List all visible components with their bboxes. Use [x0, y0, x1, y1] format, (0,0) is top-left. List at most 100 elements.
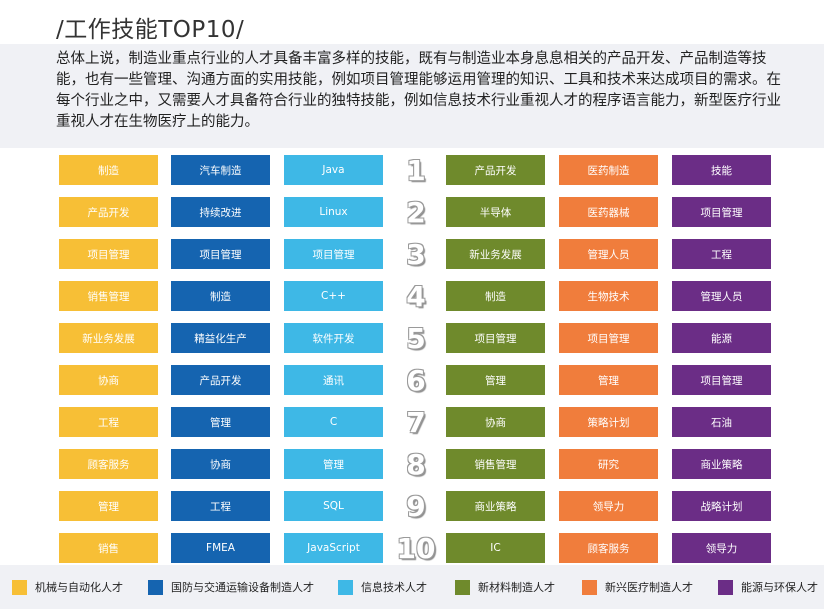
- legend-item-it: 信息技术人才: [338, 579, 427, 595]
- skill-cell: 新业务发展: [446, 239, 545, 269]
- skill-cell: 精益化生产: [171, 323, 270, 353]
- skill-cell: 通讯: [284, 365, 383, 395]
- skill-row: 新业务发展 精益化生产 软件开发 项目管理 项目管理 能源 5: [0, 321, 824, 355]
- legend-item-energy: 能源与环保人才: [718, 579, 818, 595]
- skill-cell: 策略计划: [559, 407, 658, 437]
- skill-row: 销售管理 制造 C++ 制造 生物技术 管理人员 4: [0, 279, 824, 313]
- legend-item-machinery: 机械与自动化人才: [12, 579, 123, 595]
- legend: 机械与自动化人才 国防与交通运输设备制造人才 信息技术人才 新材料制造人才 新兴…: [0, 565, 824, 609]
- skill-cell: C++: [284, 281, 383, 311]
- legend-item-defense: 国防与交通运输设备制造人才: [148, 579, 314, 595]
- skill-cell: 项目管理: [171, 239, 270, 269]
- skill-cell: JavaScript: [284, 533, 383, 563]
- skill-cell: 制造: [171, 281, 270, 311]
- skill-cell: 协商: [59, 365, 158, 395]
- skill-cell: 销售: [59, 533, 158, 563]
- skill-cell: 工程: [59, 407, 158, 437]
- skill-cell: 项目管理: [672, 365, 771, 395]
- legend-label: 能源与环保人才: [741, 581, 818, 594]
- skill-cell: 产品开发: [59, 197, 158, 227]
- skill-cell: 商业策略: [672, 449, 771, 479]
- skill-cell: 制造: [446, 281, 545, 311]
- skill-row: 产品开发 持续改进 Linux 半导体 医药器械 项目管理 2: [0, 195, 824, 229]
- skill-cell: 软件开发: [284, 323, 383, 353]
- skill-cell: 医药制造: [559, 155, 658, 185]
- skill-cell: 销售管理: [446, 449, 545, 479]
- skill-cell: C: [284, 407, 383, 437]
- skill-cell: 工程: [171, 491, 270, 521]
- rank-number: 5: [406, 321, 426, 355]
- legend-swatch: [582, 579, 597, 595]
- rank-number: 10: [396, 531, 436, 565]
- skill-cell: 协商: [446, 407, 545, 437]
- rank-number: 7: [406, 405, 426, 439]
- skill-row: 协商 产品开发 通讯 管理 管理 项目管理 6: [0, 363, 824, 397]
- legend-label: 新兴医疗制造人才: [605, 581, 693, 594]
- rank-number: 9: [406, 489, 426, 523]
- skill-cell: Java: [284, 155, 383, 185]
- skill-row: 顾客服务 协商 管理 销售管理 研究 商业策略 8: [0, 447, 824, 481]
- skill-cell: 半导体: [446, 197, 545, 227]
- legend-swatch: [455, 579, 470, 595]
- skill-cell: 销售管理: [59, 281, 158, 311]
- skill-cell: 汽车制造: [171, 155, 270, 185]
- skill-cell: 研究: [559, 449, 658, 479]
- rank-number: 2: [406, 195, 426, 229]
- skill-cell: 产品开发: [446, 155, 545, 185]
- skill-cell: 管理: [446, 365, 545, 395]
- legend-label: 信息技术人才: [361, 581, 427, 594]
- skill-cell: 管理人员: [672, 281, 771, 311]
- skill-cell: 项目管理: [446, 323, 545, 353]
- skill-cell: 项目管理: [672, 197, 771, 227]
- skill-cell: 管理: [284, 449, 383, 479]
- skill-row: 销售 FMEA JavaScript IC 顾客服务 领导力 10: [0, 531, 824, 565]
- skill-cell: 项目管理: [59, 239, 158, 269]
- skill-cell: 领导力: [559, 491, 658, 521]
- legend-swatch: [338, 579, 353, 595]
- legend-label: 新材料制造人才: [478, 581, 555, 594]
- skill-cell: 项目管理: [559, 323, 658, 353]
- skill-cell: 顾客服务: [59, 449, 158, 479]
- skill-cell: 能源: [672, 323, 771, 353]
- skill-row: 制造 汽车制造 Java 产品开发 医药制造 技能 1: [0, 153, 824, 187]
- skill-cell: 商业策略: [446, 491, 545, 521]
- rank-number: 4: [406, 279, 426, 313]
- skill-cell: 协商: [171, 449, 270, 479]
- skill-cell: 工程: [672, 239, 771, 269]
- skill-cell: 管理: [171, 407, 270, 437]
- skill-cell: 医药器械: [559, 197, 658, 227]
- skill-row: 工程 管理 C 协商 策略计划 石油 7: [0, 405, 824, 439]
- skill-cell: 持续改进: [171, 197, 270, 227]
- rank-number: 8: [406, 447, 426, 481]
- legend-item-medical: 新兴医疗制造人才: [582, 579, 693, 595]
- legend-swatch: [718, 579, 733, 595]
- skill-cell: 领导力: [672, 533, 771, 563]
- skill-cell: 管理: [59, 491, 158, 521]
- skill-cell: 石油: [672, 407, 771, 437]
- skill-cell: IC: [446, 533, 545, 563]
- skill-cell: 生物技术: [559, 281, 658, 311]
- legend-item-materials: 新材料制造人才: [455, 579, 555, 595]
- legend-label: 机械与自动化人才: [35, 581, 123, 594]
- skill-cell: 新业务发展: [59, 323, 158, 353]
- skill-cell: 制造: [59, 155, 158, 185]
- skill-cell: SQL: [284, 491, 383, 521]
- page-title: /工作技能TOP10/: [56, 17, 245, 43]
- skill-cell: 项目管理: [284, 239, 383, 269]
- skill-cell: 产品开发: [171, 365, 270, 395]
- rank-number: 1: [406, 153, 426, 187]
- skill-row: 项目管理 项目管理 项目管理 新业务发展 管理人员 工程 3: [0, 237, 824, 271]
- skill-cell: Linux: [284, 197, 383, 227]
- skill-cell: 战略计划: [672, 491, 771, 521]
- skill-cell: 技能: [672, 155, 771, 185]
- legend-label: 国防与交通运输设备制造人才: [171, 581, 314, 594]
- skills-grid: 制造 汽车制造 Java 产品开发 医药制造 技能 1 产品开发 持续改进 Linux 半导体 医药器…: [0, 153, 824, 565]
- skill-cell: 管理人员: [559, 239, 658, 269]
- rank-number: 3: [406, 237, 426, 271]
- skill-cell: FMEA: [171, 533, 270, 563]
- legend-swatch: [148, 579, 163, 595]
- intro-paragraph: 总体上说，制造业重点行业的人才具备丰富多样的技能，既有与制造业本身息息相关的产品…: [0, 44, 824, 148]
- skill-row: 管理 工程 SQL 商业策略 领导力 战略计划 9: [0, 489, 824, 523]
- skill-cell: 管理: [559, 365, 658, 395]
- rank-number: 6: [406, 363, 426, 397]
